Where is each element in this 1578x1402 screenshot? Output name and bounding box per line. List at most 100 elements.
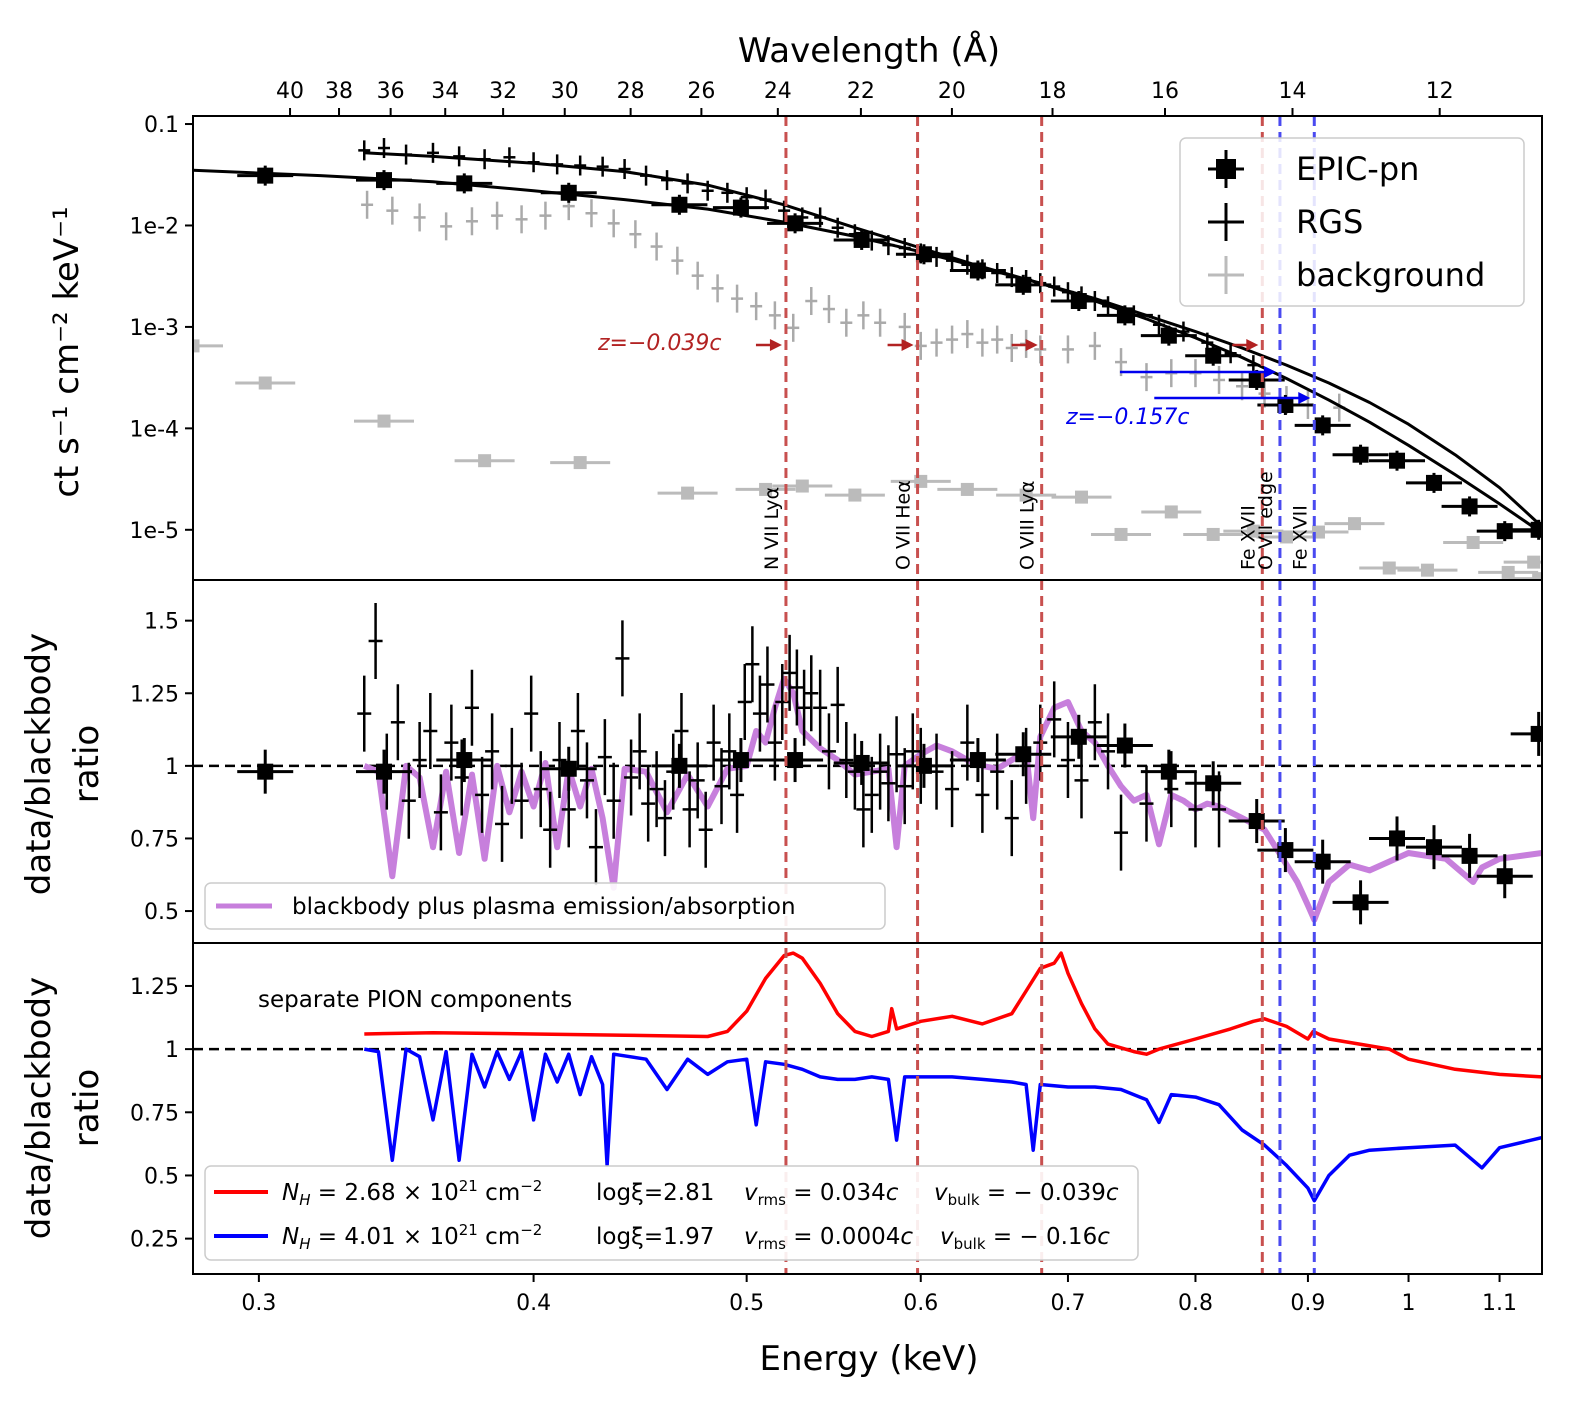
ratio-rgs-point-36 (698, 791, 713, 868)
p3-frame (192, 942, 1543, 1275)
ratio-rgs-point-43 (752, 675, 767, 752)
ratio-epic-point-11-marker (1070, 728, 1087, 745)
ratio-epic-point-0-marker (257, 763, 274, 780)
bg-epic-point-8-marker (848, 488, 862, 502)
blue-arrow-1-head (1298, 392, 1311, 404)
panel2-y-tick-label-4: 1.5 (144, 610, 179, 635)
bg-epic-point-15 (1183, 527, 1244, 541)
panel3-legend-red-vbulk: vbulk = − 0.039c (934, 1180, 1119, 1209)
ratio-epic-point-13-marker (1160, 763, 1177, 780)
epic-point-20-marker (1425, 474, 1442, 491)
ratio-epic-point-12 (1096, 723, 1153, 768)
panel3-legend-blue-logxi: logξ=1.97 (596, 1224, 714, 1250)
ratio-rgs-point-76 (1101, 713, 1116, 790)
bg-epic-point-23-marker (1501, 565, 1515, 579)
panel3-y-label: data/blackbody ratio (19, 977, 107, 1239)
background-point-14 (691, 261, 704, 290)
ratio-rgs-point-48 (789, 649, 804, 726)
epic-point-14 (1185, 345, 1242, 366)
panel3-legend-box (204, 1165, 1139, 1261)
background-point-42 (1236, 372, 1249, 401)
epic-point-23 (1510, 519, 1542, 540)
ratio-epic-point-14 (1185, 761, 1242, 806)
epic-point-7 (833, 229, 890, 250)
ratio-rgs-point-4 (401, 762, 416, 839)
background-point-16 (731, 284, 744, 313)
background-point-20 (805, 287, 818, 316)
background-point-17 (750, 292, 763, 321)
ratio-rgs-point-23 (588, 809, 603, 886)
bg-epic-point-3-marker (478, 454, 492, 468)
ratio-epic-point-2-marker (456, 752, 473, 769)
rgs-point-45 (1224, 343, 1237, 364)
ratio-epic-point-18 (1332, 880, 1389, 925)
x-tick-label-8: 1.1 (1482, 1291, 1517, 1316)
top-tick-label-3: 34 (431, 79, 459, 104)
ratio-epic-point-9-marker (969, 752, 986, 769)
ratio-epic-point-11 (1050, 714, 1107, 759)
ratio-epic-point-6-marker (787, 752, 804, 769)
ratio-rgs-point-40 (730, 756, 745, 833)
rgs-point-28 (930, 246, 943, 267)
panel3-y-label-line2: ratio (67, 1069, 107, 1147)
panel3-y-tick-label-3: 1 (165, 1038, 179, 1063)
rgs-point-2 (400, 144, 413, 165)
ratio-epic-point-19 (1369, 816, 1426, 861)
rgs-point-29 (946, 250, 959, 271)
ratio-epic-point-15-marker (1248, 813, 1265, 830)
legend-epic-marker (1208, 150, 1244, 188)
background-point-27 (930, 328, 943, 357)
ratio-epic-point-18-marker (1352, 894, 1369, 911)
bg-epic-point-1-marker (258, 376, 272, 390)
red-arrow-3 (1232, 339, 1259, 351)
ratio-rgs-point-49 (797, 669, 812, 746)
panel1-legend: EPIC-pn RGS background (1179, 137, 1525, 307)
x-tick-label-6: 0.9 (1290, 1291, 1325, 1316)
bg-epic-point-22 (1443, 535, 1504, 549)
epic-point-1 (355, 170, 412, 191)
bg-epic-point-4 (550, 456, 611, 470)
red-arrow-1 (887, 339, 914, 351)
rgs-point-15 (701, 180, 714, 201)
ratio-epic-point-4 (651, 743, 708, 788)
panel3-y-label-line1: data/blackbody (19, 977, 59, 1239)
bg-epic-point-24-marker (1527, 555, 1541, 569)
panel2-y-tick-label-1: 0.75 (130, 827, 179, 852)
panel2-legend: blackbody plus plasma emission/absorptio… (204, 882, 886, 930)
rgs-point-3 (426, 142, 439, 163)
epic-point-13 (1140, 325, 1197, 346)
panel3-legend-red-logxi: logξ=2.81 (596, 1180, 714, 1206)
panel2-y-tick-label-2: 1 (165, 755, 179, 780)
epic-point-2 (436, 173, 493, 194)
epic-point-2-marker (456, 175, 473, 192)
top-tick-label-6: 28 (617, 79, 645, 104)
rgs-point-19 (778, 200, 791, 221)
bg-epic-point-5-marker (681, 486, 695, 500)
reference-line-label-0: N VII Lyα (761, 487, 783, 570)
x-tick-label-1: 0.4 (516, 1291, 551, 1316)
bg-epic-point-25-marker (1532, 572, 1542, 580)
ratio-epic-point-1 (355, 749, 412, 794)
rgs-point-9 (574, 155, 587, 176)
rgs-point-32 (991, 263, 1004, 284)
background-point-30 (976, 328, 989, 357)
ratio-epic-point-20-marker (1425, 839, 1442, 856)
background-point-9 (585, 199, 598, 228)
rgs-point-8 (551, 154, 564, 175)
legend-background-label: background (1296, 256, 1485, 294)
panel1-y-label: ct s⁻¹ cm⁻² keV⁻¹ (47, 206, 87, 497)
ratio-rgs-point-61 (897, 748, 912, 825)
panel2-y-tick-label-3: 1.25 (130, 682, 179, 707)
bg-epic-point-10-marker (960, 482, 974, 496)
ratio-epic-point-10-marker (1015, 746, 1032, 763)
ratio-epic-point-23-marker (1530, 725, 1542, 742)
ratio-rgs-point-26 (615, 620, 630, 697)
bg-epic-point-14-marker (1164, 505, 1178, 519)
ratio-rgs-point-22 (579, 742, 594, 819)
ratio-rgs-point-14 (504, 727, 519, 804)
ratio-rgs-point-56 (856, 771, 871, 848)
blue-arrow-0 (1119, 366, 1276, 378)
background-point-10 (607, 209, 620, 238)
background-point-38 (1140, 363, 1153, 392)
